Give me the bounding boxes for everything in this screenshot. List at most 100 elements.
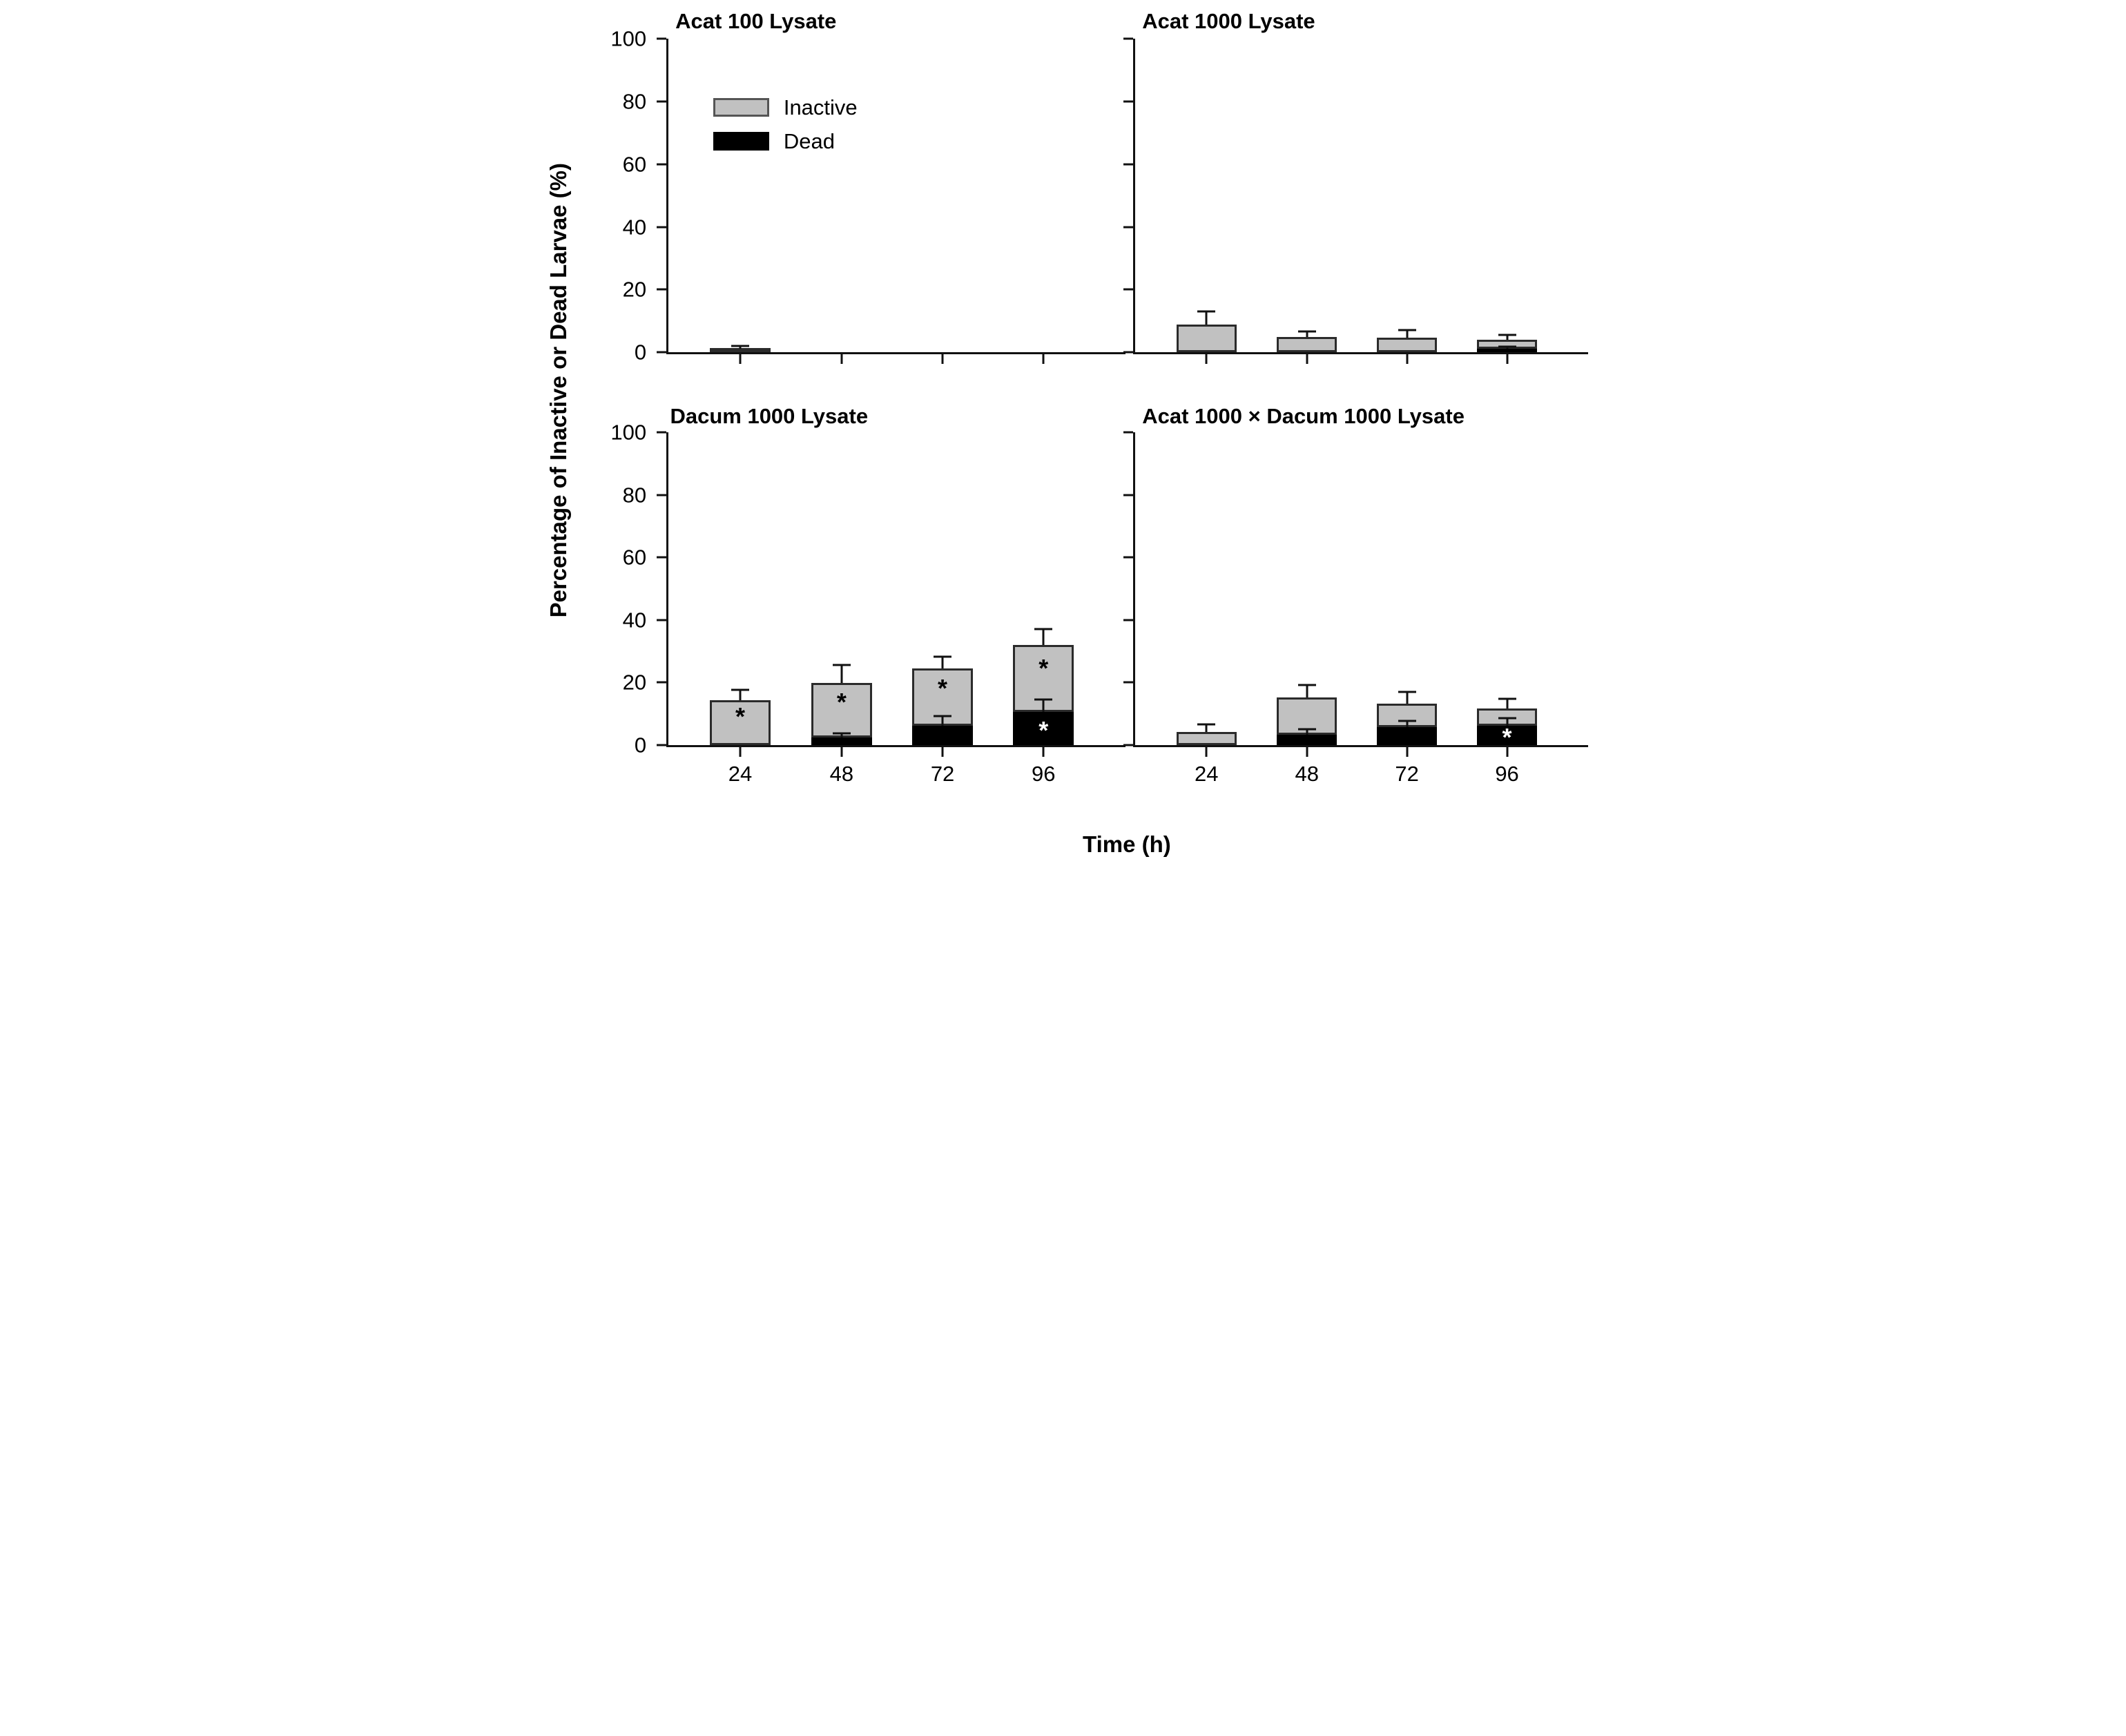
significance-asterisk: * (1038, 715, 1049, 744)
x-tick-label: 24 (1194, 761, 1219, 786)
error-bar-cap-inactive (1498, 697, 1516, 700)
error-bar-inactive (1205, 311, 1208, 325)
bar-segment-inactive-48h (811, 683, 872, 738)
inactive-swatch-icon (713, 97, 769, 117)
y-tick (1123, 37, 1134, 40)
error-bar-cap-inactive (731, 688, 749, 691)
legend-item-inactive: Inactive (713, 97, 858, 118)
x-tick-label: 48 (1295, 761, 1320, 786)
significance-asterisk: * (938, 674, 948, 703)
x-tick (1042, 354, 1045, 364)
y-tick (657, 37, 667, 40)
bar-segment-dead-48h (811, 737, 872, 745)
error-bar-cap-inactive (934, 655, 952, 658)
error-bar-dead (1506, 346, 1509, 349)
error-bar-cap-inactive (1034, 628, 1053, 630)
x-tick (840, 746, 843, 757)
bar-segment-dead-72h (1377, 727, 1438, 745)
panel-title-dacum-1000: Dacum 1000 Lysate (670, 404, 869, 429)
y-tick (1123, 681, 1134, 684)
error-bar-inactive (1306, 685, 1308, 697)
x-tick (1042, 746, 1045, 757)
error-bar-cap-inactive (1297, 330, 1316, 333)
y-tick (1123, 744, 1134, 746)
y-tick (657, 494, 667, 496)
error-bar-inactive (1506, 698, 1509, 709)
plot-area-dacum-1000: 0 20 40 60 80 100 24 48 72 96 * * * * * (610, 422, 1125, 784)
x-tick (1306, 746, 1308, 757)
x-tick (1506, 354, 1509, 364)
bar-segment-inactive-24h (1176, 731, 1237, 745)
x-tick-label: 48 (829, 761, 854, 786)
error-bar-dead (941, 715, 944, 726)
y-tick (657, 744, 667, 746)
error-bar-dead (1506, 717, 1509, 726)
plot-area-acat-x-dacum: 24 48 72 96 * (1123, 431, 1588, 784)
y-tick (1123, 226, 1134, 229)
y-tick-label: 60 (622, 545, 647, 570)
x-tick (1205, 354, 1208, 364)
x-tick (739, 746, 742, 757)
y-tick-label: 80 (622, 89, 647, 114)
x-tick (840, 354, 843, 364)
y-tick (1123, 351, 1134, 354)
x-tick (941, 746, 944, 757)
bar-segment-inactive-48h (1277, 697, 1337, 735)
x-tick (1406, 746, 1409, 757)
y-tick (657, 288, 667, 291)
error-bar-cap-inactive (1398, 691, 1416, 693)
error-bar-cap-dead (1498, 717, 1516, 720)
error-bar-inactive (1506, 335, 1509, 340)
y-tick (1123, 100, 1134, 103)
y-tick (657, 681, 667, 684)
y-tick-label: 40 (622, 215, 647, 240)
x-tick-label: 96 (1032, 761, 1056, 786)
error-bar-cap-dead (832, 732, 851, 735)
bar-segment-inactive-72h (1377, 337, 1438, 352)
y-tick (1123, 619, 1134, 621)
x-tick (1506, 746, 1509, 757)
y-axis-title: Percentage of Inactive or Dead Larvae (%… (532, 39, 586, 742)
error-bar-cap-dead (1498, 345, 1516, 348)
y-tick-label: 100 (610, 420, 647, 445)
y-tick (657, 619, 667, 621)
error-bar-inactive (1306, 331, 1308, 338)
x-tick (739, 354, 742, 364)
x-tick-label: 24 (728, 761, 753, 786)
plot-area-acat-1000 (1123, 37, 1588, 364)
bar-segment-dead-96h (1476, 347, 1538, 352)
y-tick (1123, 431, 1134, 434)
error-bar-cap-inactive (1197, 723, 1216, 726)
error-bar-cap-inactive (731, 345, 749, 347)
dead-swatch-icon (713, 131, 769, 151)
bar-segment-dead-48h (1277, 734, 1337, 745)
figure: Percentage of Inactive or Dead Larvae (%… (531, 0, 1595, 868)
x-tick (1306, 354, 1308, 364)
legend: Inactive Dead (713, 97, 858, 164)
x-tick (1406, 354, 1409, 364)
legend-label-inactive: Inactive (783, 95, 858, 119)
y-tick (657, 226, 667, 229)
error-bar-cap-inactive (1398, 329, 1416, 331)
error-bar-dead (1042, 700, 1045, 713)
y-tick (657, 163, 667, 166)
panel-title-acat-1000: Acat 1000 Lysate (1142, 9, 1315, 34)
y-tick-label: 100 (610, 26, 647, 51)
significance-asterisk: * (1038, 653, 1049, 682)
error-bar-inactive (840, 664, 843, 684)
error-bar-cap-dead (1034, 698, 1053, 701)
bar-segment-dead-96h (1476, 725, 1538, 745)
legend-item-dead: Dead (713, 131, 858, 152)
y-tick-label: 0 (634, 733, 647, 758)
error-bar-cap-inactive (1197, 310, 1216, 313)
y-tick-label: 60 (622, 152, 647, 177)
error-bar-inactive (1205, 724, 1208, 732)
error-bar-inactive (739, 345, 742, 349)
panel-title-acat-x-dacum: Acat 1000 × Dacum 1000 Lysate (1142, 404, 1465, 429)
bar-segment-dead-96h (1013, 712, 1074, 745)
error-bar-dead (840, 733, 843, 738)
error-bar-dead (1406, 720, 1409, 728)
legend-label-dead: Dead (783, 128, 835, 153)
error-bar-dead (1306, 729, 1308, 735)
error-bar-cap-inactive (832, 664, 851, 666)
